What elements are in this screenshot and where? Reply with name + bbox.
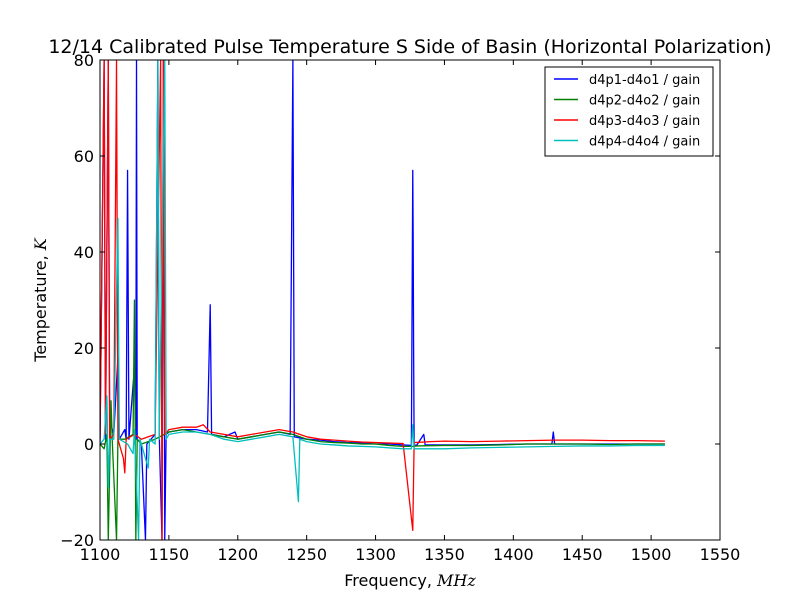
x-tick-label: 1150 [149,545,190,564]
x-tick-label: 1450 [562,545,603,564]
y-tick-label: 40 [74,243,94,262]
series-group [100,60,665,540]
y-axis-label-text: Temperature, [31,250,50,363]
y-tick-label: 20 [74,339,94,358]
x-axis-label-text: Frequency, [344,571,437,590]
legend-label-4: d4p4-d4o4 / gain [589,135,700,150]
y-axis-unit: K [31,237,50,251]
y-tick-label: 80 [74,51,94,70]
legend-label-3: d4p3-d4o3 / gain [589,114,700,129]
legend-label-1: d4p1-d4o1 / gain [589,73,700,88]
x-axis-ticks: 1100 1150 1200 1250 1300 1350 1400 1450 1500 1550 [80,60,741,564]
x-axis-unit: MHz [436,571,476,590]
legend-label-2: d4p2-d4o2 / gain [589,94,700,109]
x-tick-label: 1250 [286,545,327,564]
y-tick-label: −20 [60,531,94,550]
series-line-3 [100,60,665,540]
chart-title: 12/14 Calibrated Pulse Temperature S Sid… [48,36,771,58]
plot-frame [99,59,721,541]
series-line-2 [100,299,665,540]
x-tick-label: 1100 [80,545,121,564]
y-tick-label: 60 [74,147,94,166]
y-axis-ticks: −20 0 20 40 60 80 [60,51,720,550]
x-tick-label: 1200 [217,545,258,564]
x-tick-label: 1300 [355,545,396,564]
x-tick-label: 1500 [631,545,672,564]
x-axis-label: Frequency, MHz [344,571,476,590]
x-tick-label: 1400 [493,545,534,564]
legend: d4p1-d4o1 / gain d4p2-d4o2 / gain d4p3-d4o… [544,66,714,157]
x-tick-label: 1350 [424,545,465,564]
series-line-1 [100,60,665,540]
y-axis-label: Temperature, K [31,237,50,363]
y-tick-label: 0 [84,435,94,454]
x-tick-label: 1550 [700,545,741,564]
series-line-4 [100,60,665,540]
